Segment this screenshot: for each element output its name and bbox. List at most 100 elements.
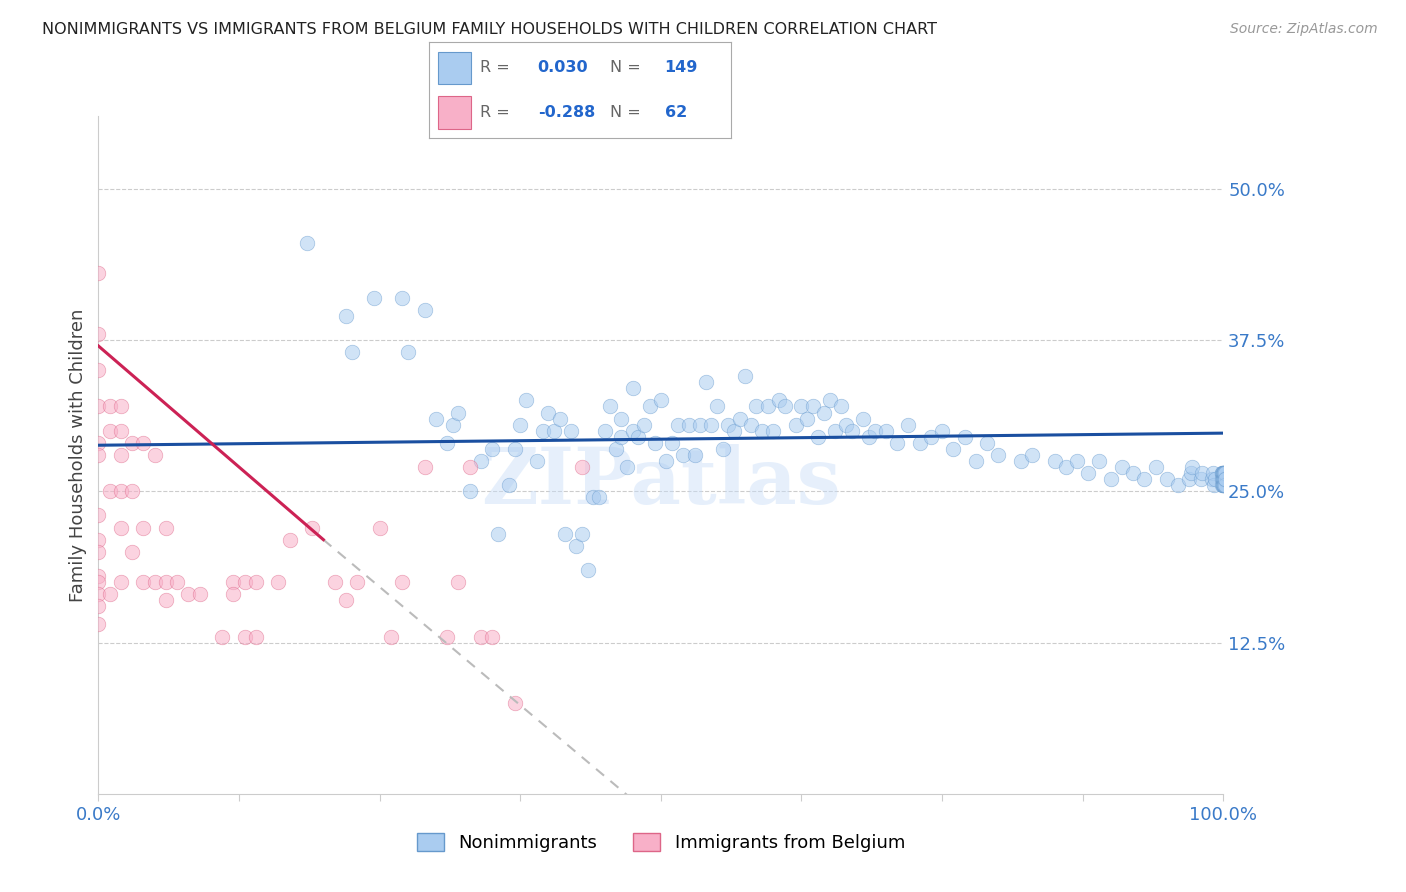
Point bbox=[166, 575, 188, 590]
Point bbox=[807, 430, 830, 444]
Point bbox=[621, 381, 644, 395]
Point bbox=[110, 575, 132, 590]
Text: 149: 149 bbox=[665, 61, 697, 76]
Point bbox=[447, 575, 470, 590]
Point bbox=[110, 448, 132, 462]
Point bbox=[599, 400, 621, 414]
Point bbox=[87, 533, 110, 547]
Point bbox=[222, 587, 245, 601]
Point bbox=[565, 539, 588, 553]
Point bbox=[526, 454, 548, 468]
Y-axis label: Family Households with Children: Family Households with Children bbox=[69, 309, 87, 601]
Point bbox=[785, 417, 807, 432]
Point bbox=[335, 309, 357, 323]
Point bbox=[790, 400, 813, 414]
Point bbox=[1111, 460, 1133, 475]
Point bbox=[1191, 466, 1213, 480]
Point bbox=[98, 587, 121, 601]
Point bbox=[751, 424, 773, 438]
Point bbox=[98, 424, 121, 438]
Point bbox=[177, 587, 200, 601]
Point bbox=[1212, 472, 1234, 486]
Point bbox=[470, 630, 492, 644]
Point bbox=[965, 454, 987, 468]
Point bbox=[222, 575, 245, 590]
Point bbox=[87, 587, 110, 601]
Point bbox=[1212, 472, 1234, 486]
Legend: Nonimmigrants, Immigrants from Belgium: Nonimmigrants, Immigrants from Belgium bbox=[409, 826, 912, 859]
Point bbox=[447, 405, 470, 420]
Text: N =: N = bbox=[610, 104, 641, 120]
Point bbox=[830, 400, 852, 414]
Point bbox=[1213, 472, 1236, 486]
Point bbox=[363, 291, 385, 305]
Point bbox=[340, 345, 363, 359]
Point bbox=[441, 417, 464, 432]
Point bbox=[1133, 472, 1156, 486]
Bar bbox=[437, 95, 471, 128]
Point bbox=[1077, 466, 1099, 480]
Point bbox=[841, 424, 863, 438]
Point bbox=[706, 400, 728, 414]
Point bbox=[1212, 466, 1234, 480]
Point bbox=[1178, 472, 1201, 486]
Point bbox=[87, 508, 110, 523]
Point bbox=[188, 587, 211, 601]
Point bbox=[1213, 466, 1236, 480]
Point bbox=[1204, 472, 1226, 486]
Point bbox=[87, 435, 110, 450]
Point bbox=[87, 569, 110, 583]
Point bbox=[368, 520, 391, 534]
Point bbox=[233, 630, 256, 644]
Point bbox=[1181, 460, 1204, 475]
Point bbox=[931, 424, 953, 438]
Point bbox=[1043, 454, 1066, 468]
Point bbox=[1212, 478, 1234, 492]
Point bbox=[1212, 466, 1234, 480]
Point bbox=[1144, 460, 1167, 475]
Point bbox=[605, 442, 627, 456]
Point bbox=[1212, 466, 1234, 480]
Point bbox=[1021, 448, 1043, 462]
Point bbox=[98, 400, 121, 414]
Point bbox=[863, 424, 886, 438]
Point bbox=[233, 575, 256, 590]
Point bbox=[745, 400, 768, 414]
Point bbox=[886, 435, 908, 450]
Point bbox=[1201, 472, 1223, 486]
Point bbox=[576, 563, 599, 577]
Point bbox=[897, 417, 920, 432]
Point bbox=[700, 417, 723, 432]
Point bbox=[582, 491, 605, 505]
Bar bbox=[437, 52, 471, 85]
Point bbox=[1180, 466, 1202, 480]
Point bbox=[498, 478, 520, 492]
Point bbox=[486, 526, 509, 541]
Point bbox=[121, 435, 143, 450]
Point bbox=[301, 520, 323, 534]
Point bbox=[740, 417, 762, 432]
Point bbox=[1213, 478, 1236, 492]
Point bbox=[1066, 454, 1088, 468]
Point bbox=[132, 520, 155, 534]
Point bbox=[1204, 478, 1226, 492]
Point bbox=[723, 424, 745, 438]
Point bbox=[509, 417, 531, 432]
Point bbox=[278, 533, 301, 547]
Point bbox=[1212, 472, 1234, 486]
Point bbox=[571, 460, 593, 475]
Point bbox=[87, 266, 110, 280]
Point bbox=[110, 520, 132, 534]
Point bbox=[121, 545, 143, 559]
Point bbox=[1156, 472, 1178, 486]
Point bbox=[1213, 478, 1236, 492]
Point bbox=[1213, 478, 1236, 492]
Point bbox=[87, 599, 110, 614]
Point bbox=[858, 430, 880, 444]
Point bbox=[1212, 478, 1234, 492]
Point bbox=[976, 435, 998, 450]
Point bbox=[121, 484, 143, 499]
Point bbox=[644, 435, 666, 450]
Point bbox=[425, 411, 447, 425]
Point bbox=[621, 424, 644, 438]
